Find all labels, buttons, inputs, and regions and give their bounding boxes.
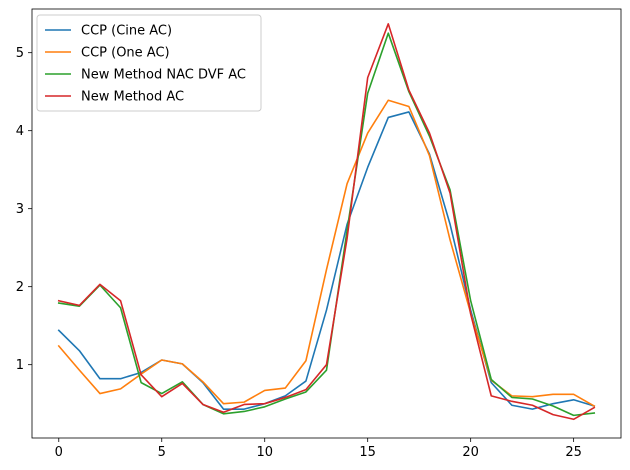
y-tick-label: 1 [16,358,24,373]
x-tick-label: 20 [462,445,479,460]
series-line-3 [57,32,596,417]
y-tick-label: 3 [16,202,24,217]
x-tick-label: 0 [55,445,63,460]
y-tick-label: 2 [16,280,24,295]
y-tick-label: 5 [16,46,24,61]
series-lines [57,23,596,421]
legend-label: New Method AC [81,90,184,105]
legend: CCP (Cine AC) CCP (One AC) New Method NAC … [36,14,262,112]
series-line-1 [57,111,596,410]
x-tick-label: 10 [256,445,273,460]
x-tick-label: 15 [359,445,376,460]
legend-label: New Method NAC DVF AC [81,68,246,83]
legend-label: CCP (Cine AC) [81,24,172,39]
y-axis: 1 2 3 4 5 [16,46,32,373]
legend-label: CCP (One AC) [81,46,170,61]
x-tick-label: 5 [158,445,166,460]
x-axis: 0 5 10 15 20 25 [55,438,582,460]
plot-area-frame [31,8,622,439]
y-tick-label: 4 [16,124,24,139]
series-line-4 [57,23,596,421]
x-tick-label: 25 [565,445,582,460]
legend-box [36,14,262,112]
